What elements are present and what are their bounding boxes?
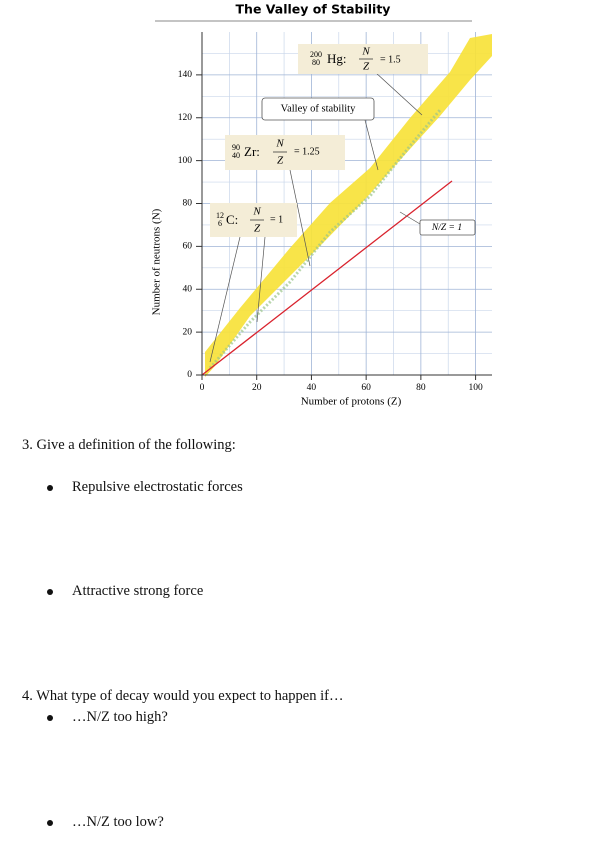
y-tick-label: 80	[183, 199, 193, 209]
bullet-item: …N/Z too high?	[72, 709, 168, 725]
mass-number: 12	[216, 211, 224, 220]
y-axis-label: Number of neutrons (N)	[151, 208, 163, 315]
ratio-denominator: Z	[254, 223, 261, 235]
annotation: N/Z = 1	[431, 223, 462, 233]
leader-line	[374, 71, 423, 116]
bullet	[47, 820, 53, 826]
annotation-box	[261, 97, 375, 121]
element: Hg:	[327, 51, 347, 66]
annotation-box	[225, 135, 345, 170]
leader-line	[256, 236, 266, 323]
ratio-numerator: N	[252, 206, 261, 218]
bullet	[47, 589, 53, 595]
chart-title: The Valley of Stability	[236, 2, 391, 17]
mass-number: 90	[232, 143, 240, 152]
element: C:	[226, 212, 238, 227]
mass-number: 200	[310, 50, 322, 59]
ratio-value: = 1.25	[294, 146, 320, 157]
element: Zr:	[244, 144, 260, 159]
leader-line	[399, 211, 421, 225]
y-tick-label: 40	[183, 284, 193, 294]
x-tick-label: 0	[200, 383, 205, 393]
y-tick-label: 20	[183, 327, 193, 337]
ratio-value: = 1	[270, 214, 283, 225]
atomic-number: 40	[232, 151, 240, 160]
x-tick-label: 20	[252, 383, 262, 393]
chart: The Valley of Stability 0204060801001201…	[151, 2, 492, 408]
leader-line	[364, 119, 379, 171]
bullet	[47, 715, 53, 721]
ratio-denominator: Z	[363, 61, 370, 73]
annotation: Valley of stability	[281, 103, 356, 114]
stability-band	[205, 34, 492, 377]
y-tick-label: 120	[178, 113, 193, 123]
bullet-item: …N/Z too low?	[72, 814, 164, 830]
leader-line	[209, 236, 241, 363]
x-tick-label: 100	[468, 383, 483, 393]
y-tick-label: 60	[183, 242, 193, 252]
ticks: 0 20 40 60 80 100 120 140 0 20 40 60 80 100	[178, 70, 483, 393]
ratio-denominator: Z	[277, 155, 284, 167]
n-equals-z-line	[201, 180, 453, 376]
bullet-item: Attractive strong force	[72, 583, 204, 599]
ratio-numerator: N	[275, 138, 284, 150]
question: 3. Give a definition of the following:	[22, 437, 236, 453]
y-tick-label: 0	[187, 370, 192, 380]
atomic-number: 80	[312, 58, 320, 67]
ratio-value: = 1.5	[380, 54, 401, 65]
bullet	[47, 485, 53, 491]
stable-nuclides	[208, 109, 442, 369]
x-tick-label: 80	[416, 383, 426, 393]
x-axis-label: Number of protons (Z)	[301, 396, 402, 408]
x-tick-label: 40	[307, 383, 317, 393]
question: 4. What type of decay would you expect t…	[22, 688, 344, 704]
leader-line	[289, 169, 311, 267]
bullet-item: Repulsive electrostatic forces	[72, 479, 243, 495]
atomic-number: 6	[218, 219, 222, 228]
y-tick-label: 100	[178, 156, 193, 166]
x-tick-label: 60	[361, 383, 371, 393]
ratio-numerator: N	[361, 46, 370, 58]
y-tick-label: 140	[178, 70, 193, 80]
annotation-box	[419, 219, 476, 236]
